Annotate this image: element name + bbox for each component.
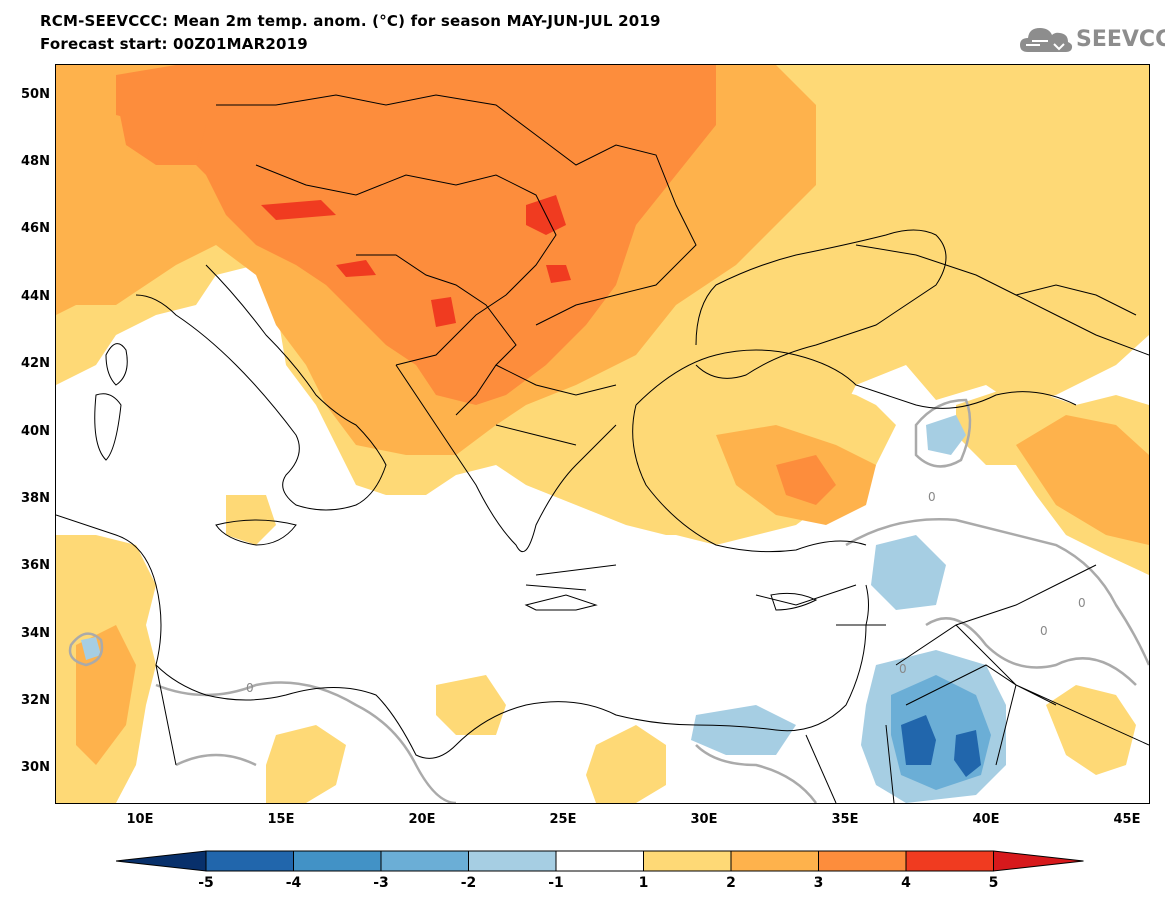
colorbar-segment xyxy=(905,850,994,872)
lat-tick: 44N xyxy=(21,289,50,304)
coastlines xyxy=(56,94,1149,803)
colorbar-segment xyxy=(116,850,207,872)
lon-tick: 35E xyxy=(831,812,859,827)
lat-tick: 40N xyxy=(21,424,50,439)
colorbar-label: -3 xyxy=(373,875,389,891)
colorbar-label: 4 xyxy=(901,875,911,891)
cloud-icon xyxy=(1020,28,1073,52)
forecast-start-label: Forecast start: 00Z01MAR2019 xyxy=(40,35,308,53)
lat-tick: 30N xyxy=(21,760,50,775)
lon-tick: 45E xyxy=(1113,812,1141,827)
seevccc-logo: SEEVCCC xyxy=(1018,22,1165,56)
lat-tick: 46N xyxy=(21,221,50,236)
anomaly-fill-negative xyxy=(81,415,1006,803)
anomaly-fill-3-4 xyxy=(116,65,836,505)
logo-text: SEEVCCC xyxy=(1076,27,1165,52)
colorbar-segment xyxy=(205,850,294,872)
colorbar-label: -5 xyxy=(198,875,214,891)
lat-tick: 34N xyxy=(21,626,50,641)
lon-tick: 10E xyxy=(126,812,154,827)
colorbar-label: 5 xyxy=(988,875,999,891)
lat-tick: 42N xyxy=(21,356,50,371)
colorbar xyxy=(116,850,1084,872)
colorbar-label: -1 xyxy=(548,875,564,891)
zero-contours xyxy=(68,398,1149,803)
contour-label: 0 xyxy=(246,681,254,695)
lon-tick: 20E xyxy=(408,812,436,827)
lat-tick: 36N xyxy=(21,558,50,573)
lat-tick: 48N xyxy=(21,154,50,169)
colorbar-segment xyxy=(993,850,1084,872)
colorbar-segment xyxy=(380,850,469,872)
colorbar-label: -2 xyxy=(460,875,477,891)
colorbar-segment xyxy=(468,850,557,872)
lat-tick: 38N xyxy=(21,491,50,506)
map-title: RCM-SEEVCCC: Mean 2m temp. anom. (°C) fo… xyxy=(40,12,661,30)
colorbar-label: 1 xyxy=(638,875,649,891)
lat-tick: 32N xyxy=(21,693,50,708)
map-panel: 0 0 0 0 0 xyxy=(55,64,1150,804)
temperature-anomaly-map: 0 0 0 0 0 xyxy=(56,65,1149,803)
lon-tick: 25E xyxy=(549,812,577,827)
contour-label: 0 xyxy=(1040,624,1048,638)
colorbar-segment xyxy=(555,850,644,872)
lon-tick: 30E xyxy=(690,812,718,827)
contour-label: 0 xyxy=(899,662,907,676)
contour-labels: 0 0 0 0 0 xyxy=(246,490,1086,695)
lat-tick: 50N xyxy=(21,87,50,102)
lon-tick: 40E xyxy=(972,812,1000,827)
contour-label: 0 xyxy=(928,490,936,504)
colorbar-segment xyxy=(643,850,732,872)
colorbar-label: 3 xyxy=(813,875,824,891)
colorbar-segment xyxy=(293,850,382,872)
colorbar-segment xyxy=(730,850,819,872)
colorbar-segment xyxy=(818,850,907,872)
colorbar-label: -4 xyxy=(285,875,302,891)
contour-label: 0 xyxy=(1078,596,1086,610)
colorbar-label: 2 xyxy=(726,875,736,891)
islands xyxy=(94,343,818,611)
lon-tick: 15E xyxy=(267,812,295,827)
